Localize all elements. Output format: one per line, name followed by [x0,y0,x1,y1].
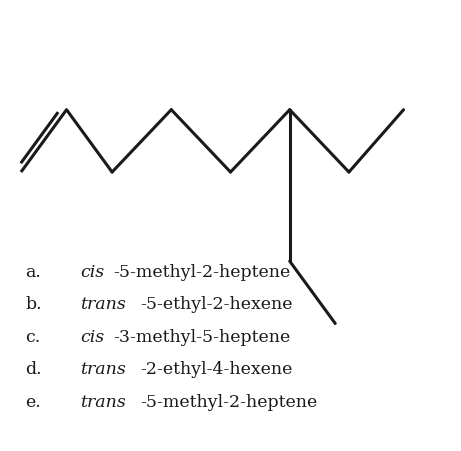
Text: trans: trans [80,296,126,313]
Text: trans: trans [80,361,126,378]
Text: trans: trans [80,394,126,411]
Text: d.: d. [25,361,42,378]
Text: -2-ethyl-4-hexene: -2-ethyl-4-hexene [140,361,293,378]
Text: c.: c. [25,329,41,346]
Text: -5-methyl-2-heptene: -5-methyl-2-heptene [113,264,290,281]
Text: -5-ethyl-2-hexene: -5-ethyl-2-hexene [140,296,293,313]
Text: cis: cis [80,329,104,346]
Text: cis: cis [80,264,104,281]
Text: -5-methyl-2-heptene: -5-methyl-2-heptene [140,394,318,411]
Text: e.: e. [25,394,41,411]
Text: b.: b. [25,296,42,313]
Text: -3-methyl-5-heptene: -3-methyl-5-heptene [113,329,290,346]
Text: a.: a. [25,264,41,281]
